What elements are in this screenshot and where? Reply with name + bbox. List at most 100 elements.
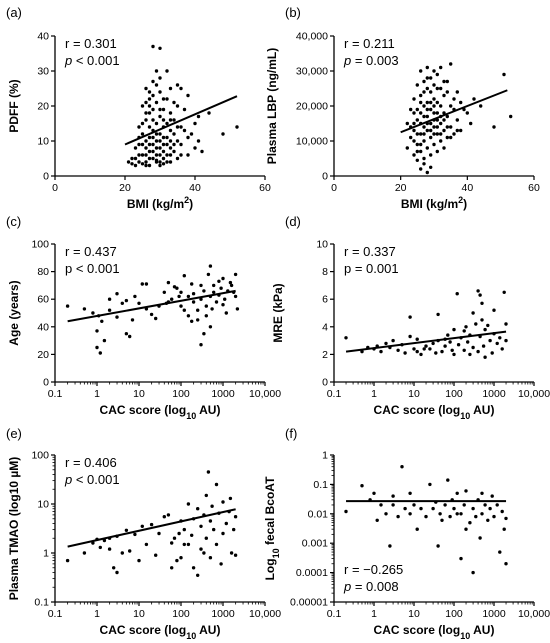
y-tick-label: 0.00001 [290,597,328,609]
x-axis-label: CAC score (log10 AU) [100,623,221,641]
x-axis-label: CAC score (log10 AU) [374,623,495,641]
x-tick-label: 1000 [211,388,235,400]
data-point [500,347,504,351]
data-point [435,100,439,105]
data-point [147,111,152,115]
data-point [144,542,149,547]
data-point [488,338,492,343]
data-point [154,316,158,321]
data-point [419,111,423,115]
data-point [151,149,155,154]
data-point [158,153,162,157]
x-tick-label: 1 [94,608,100,620]
data-point [379,349,383,354]
y-tick-label: 0 [43,377,49,389]
data-point [479,104,483,108]
data-point [431,506,435,511]
data-point [429,128,433,133]
data-point [130,162,134,166]
data-point [432,83,436,87]
data-point [465,111,469,115]
data-point [228,280,233,285]
data-point [504,562,508,566]
data-point [140,104,145,108]
data-point [449,62,453,66]
x-tick-label: 10 [133,608,145,620]
data-point [154,121,159,126]
data-point [144,282,149,286]
x-tick-label: 100 [172,608,190,620]
data-point [432,142,436,147]
data-point [372,491,376,495]
data-point [412,153,416,157]
data-point [476,289,480,293]
data-point [190,282,194,286]
data-point [172,142,176,147]
data-point [140,132,145,136]
x-tick-label: 0.1 [327,608,342,620]
data-point [429,165,433,169]
data-point [137,160,141,164]
data-point [439,132,443,136]
data-point [344,509,348,514]
y-axis-label: Plasma LBP (ng/mL) [265,48,279,164]
y-tick-label: 0 [43,171,49,183]
data-point [144,146,148,150]
x-tick-label: 1 [371,608,377,620]
data-point [425,128,429,133]
data-point [193,146,197,150]
data-point [140,282,144,286]
data-point [182,107,187,112]
x-tick-label: 100 [445,608,463,620]
data-point [432,132,436,136]
data-point [144,163,148,168]
data-point [448,340,452,344]
data-point [144,100,148,105]
data-point [419,506,423,511]
data-point [471,570,475,575]
data-point [455,128,459,133]
data-point [206,272,211,277]
data-point [154,69,159,73]
data-point [196,507,200,511]
data-point [442,93,446,98]
data-point [221,276,225,281]
data-point [425,146,429,150]
data-point [483,503,487,507]
data-point [439,104,443,108]
data-point [161,135,166,140]
data-point [471,345,475,350]
data-point [452,132,456,136]
data-point [137,142,141,147]
data-point [456,343,461,347]
data-point [204,304,208,308]
data-point [415,337,419,341]
data-point [409,107,413,112]
data-point [179,142,183,147]
data-point [424,514,428,519]
data-point [432,125,436,129]
data-point [446,478,450,482]
data-point [208,325,213,329]
data-point [384,512,388,516]
x-tick-label: 10,000 [518,388,550,400]
data-point [158,132,162,136]
data-point [442,118,446,122]
y-tick-label: 30,000 [296,66,328,78]
data-point [424,344,428,348]
data-point [82,307,87,311]
data-point [445,79,449,84]
data-point [162,515,166,519]
x-tick-label: 20 [395,182,407,194]
data-point [445,114,449,119]
data-point [151,135,155,140]
data-point [158,114,162,119]
data-point [425,107,429,112]
data-point [151,156,155,161]
data-point [133,156,138,161]
data-point [196,573,200,577]
data-point [408,512,412,516]
data-point [120,301,125,305]
data-point [459,556,463,561]
